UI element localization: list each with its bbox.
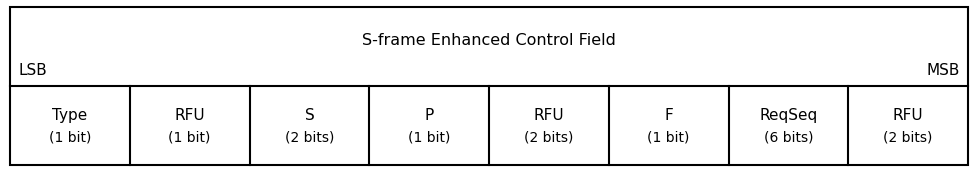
Text: Type: Type xyxy=(52,108,87,123)
Text: (2 bits): (2 bits) xyxy=(524,131,573,144)
Text: (1 bit): (1 bit) xyxy=(49,131,91,144)
Text: RFU: RFU xyxy=(533,108,564,123)
Text: (2 bits): (2 bits) xyxy=(882,131,932,144)
Text: F: F xyxy=(663,108,672,123)
Text: (2 bits): (2 bits) xyxy=(284,131,334,144)
Text: P: P xyxy=(424,108,434,123)
Text: MSB: MSB xyxy=(925,63,959,78)
Text: (1 bit): (1 bit) xyxy=(168,131,211,144)
Text: (6 bits): (6 bits) xyxy=(763,131,812,144)
Text: (1 bit): (1 bit) xyxy=(647,131,689,144)
Text: LSB: LSB xyxy=(18,63,47,78)
Text: RFU: RFU xyxy=(892,108,922,123)
Text: (1 bit): (1 bit) xyxy=(407,131,449,144)
Text: RFU: RFU xyxy=(174,108,205,123)
Text: S-frame Enhanced Control Field: S-frame Enhanced Control Field xyxy=(361,33,616,48)
Text: S: S xyxy=(304,108,314,123)
Text: ReqSeq: ReqSeq xyxy=(758,108,817,123)
